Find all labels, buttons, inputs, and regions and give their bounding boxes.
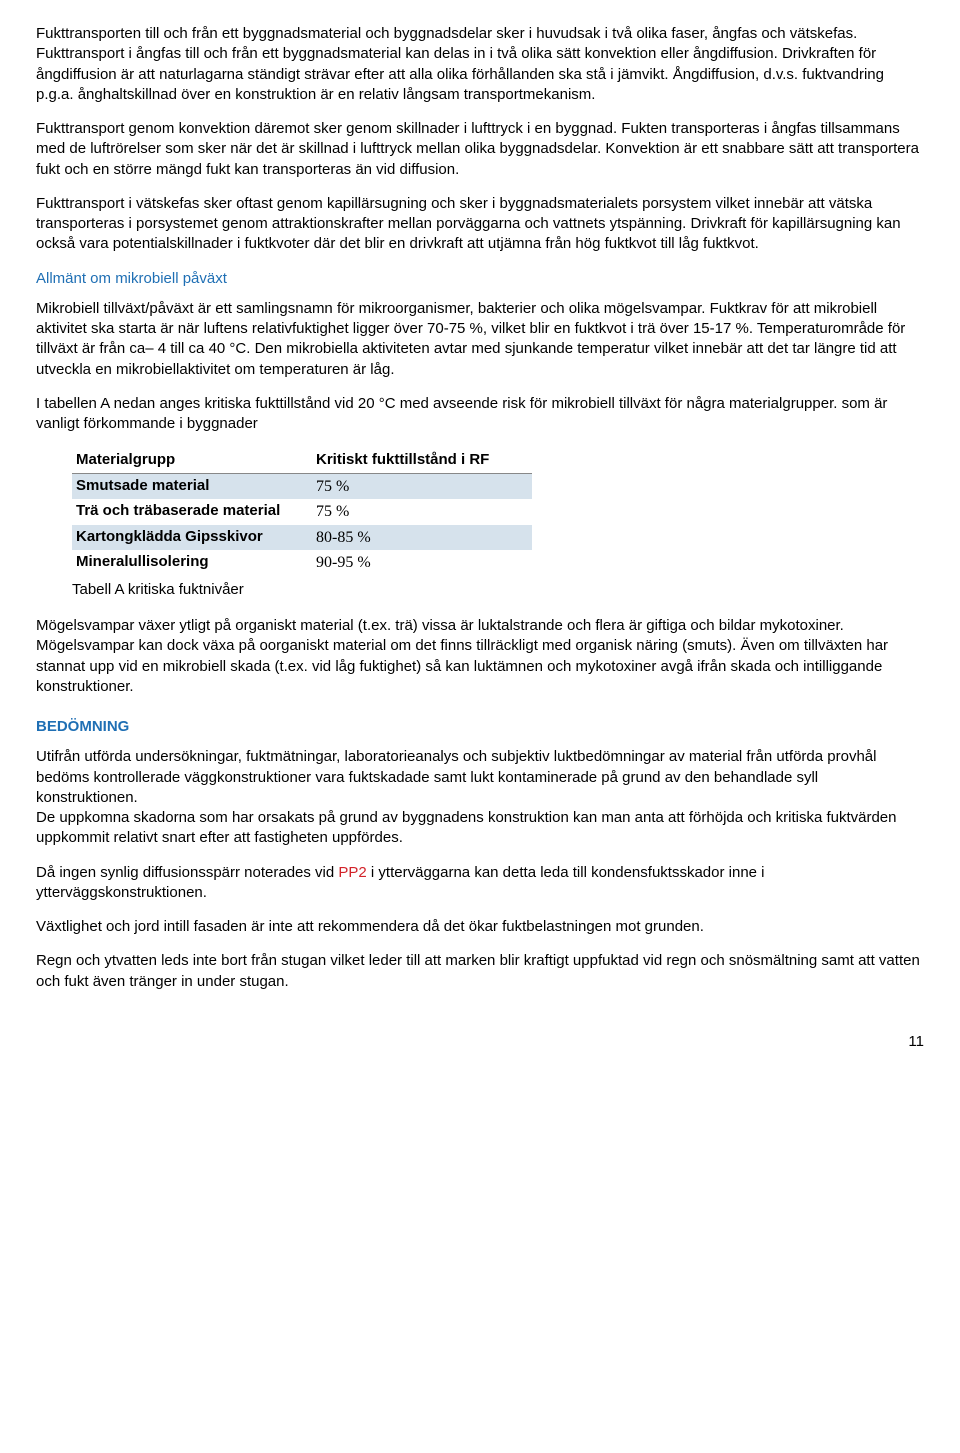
table-caption: Tabell A kritiska fuktnivåer	[72, 580, 924, 600]
paragraph: Växtlighet och jord intill fasaden är in…	[36, 917, 924, 937]
paragraph: Utifrån utförda undersökningar, fuktmätn…	[36, 747, 924, 808]
paragraph: Fukttransport genom konvektion däremot s…	[36, 119, 924, 180]
paragraph: De uppkomna skadorna som har orsakats på…	[36, 808, 924, 849]
table-cell-value: 90-95 %	[312, 550, 532, 576]
section-heading-bedomning: BEDÖMNING	[36, 717, 924, 737]
paragraph: Fukttransport i vätskefas sker oftast ge…	[36, 194, 924, 255]
page-number: 11	[36, 1032, 924, 1052]
critical-moisture-table: Materialgrupp Kritiskt fukttillstånd i R…	[72, 448, 532, 576]
table-cell-material: Smutsade material	[72, 473, 312, 499]
section-heading-mikrobiell: Allmänt om mikrobiell påväxt	[36, 269, 924, 289]
paragraph: I tabellen A nedan anges kritiska fuktti…	[36, 394, 924, 435]
table-row: Mineralullisolering 90-95 %	[72, 550, 532, 576]
paragraph: Regn och ytvatten leds inte bort från st…	[36, 951, 924, 992]
table-row: Smutsade material 75 %	[72, 473, 532, 499]
paragraph: Mikrobiell tillväxt/påväxt är ett samlin…	[36, 299, 924, 380]
table-cell-material: Mineralullisolering	[72, 550, 312, 576]
table-cell-value: 75 %	[312, 473, 532, 499]
table-cell-value: 75 %	[312, 499, 532, 525]
table-cell-material: Trä och träbaserade material	[72, 499, 312, 525]
table-header: Materialgrupp	[72, 448, 312, 473]
table-row: Kartongklädda Gipsskivor 80-85 %	[72, 525, 532, 551]
text: Då ingen synlig diffusionsspärr noterade…	[36, 864, 338, 881]
paragraph: Då ingen synlig diffusionsspärr noterade…	[36, 863, 924, 904]
paragraph: Fukttransporten till och från ett byggna…	[36, 24, 924, 105]
table-row: Trä och träbaserade material 75 %	[72, 499, 532, 525]
table-cell-material: Kartongklädda Gipsskivor	[72, 525, 312, 551]
table-cell-value: 80-85 %	[312, 525, 532, 551]
table-header: Kritiskt fukttillstånd i RF	[312, 448, 532, 473]
pp2-reference: PP2	[338, 864, 366, 881]
paragraph: Mögelsvampar växer ytligt på organiskt m…	[36, 616, 924, 697]
